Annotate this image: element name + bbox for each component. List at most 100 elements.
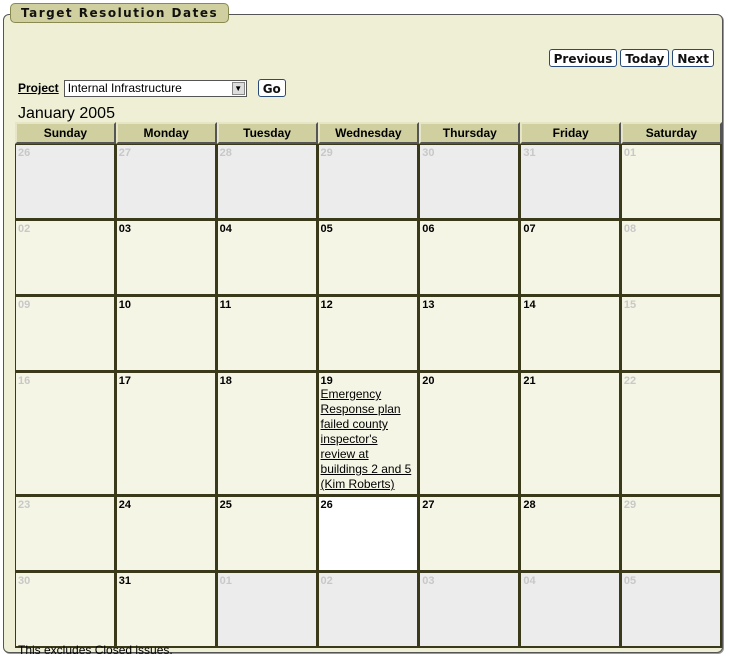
weekday-header: Thursday bbox=[419, 122, 521, 144]
day-number: 10 bbox=[118, 299, 131, 311]
day-cell: 21 bbox=[520, 372, 621, 496]
weekday-header: Wednesday bbox=[317, 122, 420, 144]
day-number: 24 bbox=[118, 499, 131, 511]
day-cell: 01 bbox=[216, 572, 318, 648]
day-number: 15 bbox=[623, 299, 637, 311]
project-filter: Project Internal Infrastructure ▼ Go bbox=[18, 79, 286, 97]
day-cell: 23 bbox=[15, 496, 116, 572]
month-navigation: Previous Today Next bbox=[548, 49, 714, 67]
day-cell: 02 bbox=[15, 220, 116, 296]
day-number: 01 bbox=[623, 147, 637, 159]
day-cell: 16 bbox=[15, 372, 116, 496]
day-number: 18 bbox=[219, 375, 232, 387]
day-number: 29 bbox=[623, 499, 637, 511]
dropdown-arrow-icon[interactable]: ▼ bbox=[231, 81, 245, 95]
day-number: 17 bbox=[118, 375, 131, 387]
day-cell: 01 bbox=[620, 144, 722, 220]
day-number: 05 bbox=[320, 223, 333, 235]
day-cell: 30 bbox=[419, 144, 521, 220]
next-button[interactable]: Next bbox=[672, 49, 714, 67]
day-number: 11 bbox=[219, 299, 232, 311]
calendar-week: 09 10 11 12 13 14 15 bbox=[15, 296, 722, 372]
issue-link[interactable]: Emergency Response plan failed county in… bbox=[320, 387, 412, 491]
weekday-header: Tuesday bbox=[216, 122, 318, 144]
day-number: 09 bbox=[18, 299, 31, 311]
day-number: 19 bbox=[320, 375, 333, 387]
day-number: 02 bbox=[18, 223, 31, 235]
day-cell: 05 bbox=[620, 572, 722, 648]
day-number: 29 bbox=[320, 147, 333, 159]
day-cell: 28 bbox=[520, 496, 621, 572]
day-cell: 18 bbox=[216, 372, 318, 496]
day-cell: 03 bbox=[419, 572, 521, 648]
day-cell: 02 bbox=[317, 572, 420, 648]
weekday-header: Saturday bbox=[620, 122, 722, 144]
day-cell: 20 bbox=[419, 372, 521, 496]
weekday-header: Monday bbox=[115, 122, 217, 144]
weekday-header: Sunday bbox=[15, 122, 116, 144]
calendar-week: 30 31 01 02 03 04 05 bbox=[15, 572, 722, 648]
calendar-week: 26 27 28 29 30 31 01 bbox=[15, 144, 722, 220]
panel-title: Target Resolution Dates bbox=[10, 3, 230, 23]
day-number: 31 bbox=[523, 147, 536, 159]
day-number: 28 bbox=[219, 147, 232, 159]
day-number: 01 bbox=[219, 575, 232, 587]
calendar-week: 16 17 18 19 Emergency Response plan failed c… bbox=[15, 372, 722, 496]
calendar-week: 23 24 25 26 27 28 29 bbox=[15, 496, 722, 572]
day-number: 31 bbox=[118, 575, 131, 587]
day-number: 04 bbox=[219, 223, 232, 235]
day-number: 20 bbox=[422, 375, 435, 387]
day-cell: 25 bbox=[216, 496, 318, 572]
day-number: 05 bbox=[623, 575, 637, 587]
day-cell: 10 bbox=[115, 296, 217, 372]
day-number: 12 bbox=[320, 299, 333, 311]
day-number: 03 bbox=[422, 575, 435, 587]
calendar-panel: Previous Today Next Project Internal Inf… bbox=[3, 14, 723, 657]
day-cell: 11 bbox=[216, 296, 318, 372]
month-title: January 2005 bbox=[18, 105, 115, 122]
day-cell: 27 bbox=[419, 496, 521, 572]
day-number: 30 bbox=[422, 147, 435, 159]
day-number: 16 bbox=[18, 375, 31, 387]
day-cell: 26 bbox=[317, 496, 420, 572]
day-number: 27 bbox=[118, 147, 131, 159]
project-selected-value: Internal Infrastructure bbox=[67, 81, 182, 95]
day-cell: 04 bbox=[520, 572, 621, 648]
day-number: 25 bbox=[219, 499, 232, 511]
day-number: 30 bbox=[18, 575, 31, 587]
day-cell: 22 bbox=[620, 372, 722, 496]
day-number: 21 bbox=[523, 375, 536, 387]
calendar-week: 02 03 04 05 06 07 08 bbox=[15, 220, 722, 296]
day-number: 02 bbox=[320, 575, 333, 587]
day-number: 07 bbox=[523, 223, 536, 235]
day-cell: 08 bbox=[620, 220, 722, 296]
day-cell: 31 bbox=[520, 144, 621, 220]
day-cell: 27 bbox=[115, 144, 217, 220]
day-cell: 06 bbox=[419, 220, 521, 296]
go-button[interactable]: Go bbox=[257, 79, 286, 97]
day-number: 08 bbox=[623, 223, 637, 235]
calendar-grid: Sunday Monday Tuesday Wednesday Thursday Frid… bbox=[15, 122, 722, 648]
day-number: 22 bbox=[623, 375, 637, 387]
project-select[interactable]: Internal Infrastructure ▼ bbox=[63, 79, 247, 97]
day-cell: 29 bbox=[317, 144, 420, 220]
day-cell: 05 bbox=[317, 220, 420, 296]
weekday-header: Friday bbox=[520, 122, 621, 144]
day-number: 06 bbox=[422, 223, 435, 235]
day-cell: 17 bbox=[115, 372, 217, 496]
day-cell: 19 Emergency Response plan failed county … bbox=[317, 372, 420, 496]
day-cell: 24 bbox=[115, 496, 217, 572]
day-number: 26 bbox=[320, 499, 333, 511]
project-label[interactable]: Project bbox=[18, 81, 59, 95]
day-cell: 07 bbox=[520, 220, 621, 296]
day-number: 13 bbox=[422, 299, 435, 311]
day-cell: 31 bbox=[115, 572, 217, 648]
day-cell: 13 bbox=[419, 296, 521, 372]
today-button[interactable]: Today bbox=[620, 49, 670, 67]
day-cell: 03 bbox=[115, 220, 217, 296]
footer-note: This excludes Closed issues. bbox=[18, 643, 173, 657]
day-number: 27 bbox=[422, 499, 435, 511]
day-number: 26 bbox=[18, 147, 31, 159]
day-cell: 15 bbox=[620, 296, 722, 372]
previous-button[interactable]: Previous bbox=[548, 49, 618, 67]
